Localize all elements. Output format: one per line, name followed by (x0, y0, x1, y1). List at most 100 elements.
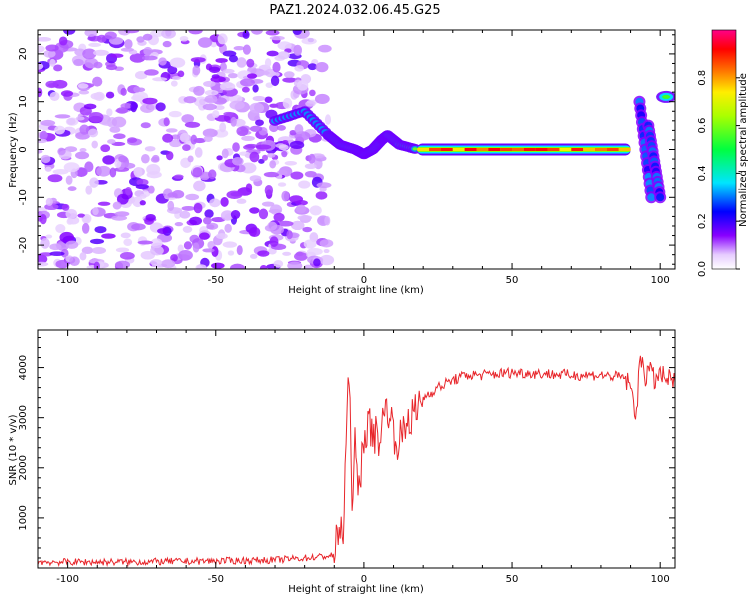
spectral-blob (151, 154, 160, 162)
spectral-blob (246, 58, 255, 68)
spectral-blob (145, 214, 156, 221)
spectral-blob (265, 30, 280, 36)
spectral-blob (233, 45, 245, 51)
spectral-blob (183, 241, 193, 250)
spectral-blob (296, 80, 309, 91)
snr-series-line (38, 355, 675, 568)
x-tick-label: -100 (56, 574, 79, 585)
spectral-blob (309, 89, 316, 97)
spectral-blob (211, 246, 219, 257)
spectral-blob (289, 140, 305, 150)
spectral-blob (259, 264, 268, 269)
spectral-blob (152, 77, 168, 82)
spectral-blob (88, 42, 101, 48)
spectral-blob (308, 153, 316, 164)
spectral-blob (38, 254, 48, 264)
spectral-blob (255, 144, 272, 150)
spectral-blob (136, 87, 146, 92)
colorbar: 0.0 0.2 0.4 0.6 0.8 Normalized spectral ampl… (697, 29, 749, 277)
spectral-blob (284, 160, 298, 166)
x-tick-label: 0 (361, 275, 367, 286)
spectral-blob (139, 200, 146, 206)
signal-core (417, 148, 430, 151)
spectral-blob (137, 240, 153, 245)
spectral-blob (131, 223, 146, 231)
spectral-blob (77, 83, 89, 89)
spectral-blob (79, 124, 90, 135)
spectral-blob (236, 245, 243, 256)
spectral-blob (277, 182, 287, 187)
spectral-blob (84, 30, 98, 37)
spectral-blob (219, 122, 227, 133)
spectral-blob (190, 134, 198, 145)
spectral-blob (58, 36, 68, 46)
spectral-blob (315, 191, 328, 200)
spectral-blob (267, 221, 278, 231)
spectral-blob (313, 258, 321, 267)
signal-core (512, 148, 524, 151)
spectral-blob (179, 132, 190, 143)
spectral-blob (269, 160, 277, 169)
signal-core (606, 148, 619, 151)
spectral-blob (120, 87, 127, 96)
spectral-blob (53, 64, 63, 72)
spectral-blob (236, 126, 249, 137)
spectral-blob (219, 82, 236, 91)
spectral-blob (192, 65, 201, 76)
spectral-blob (162, 133, 174, 143)
spectral-blob (91, 140, 98, 149)
spectral-blob (67, 186, 77, 191)
spectral-blob (107, 139, 116, 145)
signal-core (500, 148, 513, 151)
spectral-blob (266, 50, 279, 57)
spectral-blob (104, 31, 117, 40)
spectral-blob (89, 177, 99, 188)
spectral-blob (47, 174, 63, 183)
colorbar-tick-label: 0.8 (697, 70, 708, 86)
spectral-blob (240, 78, 256, 87)
spectral-blob (276, 125, 286, 131)
spectral-blob (214, 115, 231, 122)
spectral-blob (202, 128, 218, 138)
spectral-blob (273, 212, 285, 222)
spectral-blob (270, 75, 280, 87)
spectral-blob (93, 49, 109, 56)
x-tick-label: 50 (506, 275, 519, 286)
spectral-blob (63, 30, 76, 35)
signal-core (559, 148, 572, 151)
spectral-blob (96, 165, 111, 177)
spectral-blob (199, 171, 210, 181)
spectral-blob (309, 205, 322, 216)
spectral-blob (289, 129, 297, 136)
spectral-blob (189, 216, 203, 226)
spectral-blob (282, 140, 289, 145)
spectral-blob (217, 33, 228, 45)
y-tick-label: 10 (18, 95, 29, 108)
y-tick-label: -10 (18, 189, 29, 205)
x-tick-label: 100 (651, 275, 670, 286)
spectral-blob (177, 70, 185, 78)
spectral-blob (662, 94, 671, 99)
spectral-blob (120, 232, 131, 239)
spectral-blob (230, 263, 245, 269)
signal-core (571, 148, 584, 151)
colorbar-tick-label: 0.0 (697, 261, 708, 277)
spectral-blob (144, 146, 156, 152)
spectral-blob (45, 80, 58, 89)
spectral-blob (39, 130, 48, 141)
spectral-blob (52, 169, 69, 175)
spectral-blob (246, 73, 258, 79)
spectral-blob (124, 39, 133, 49)
spectral-blob (294, 124, 304, 135)
spectral-blob (84, 161, 94, 173)
spectral-blob (252, 84, 259, 93)
spectral-blob (79, 147, 87, 153)
spectral-blob (228, 54, 238, 63)
spectral-blob (101, 233, 116, 239)
spectral-blob (133, 166, 143, 178)
signal-core (547, 148, 560, 151)
spectral-blob (38, 149, 43, 154)
spectral-blob (249, 102, 265, 114)
spectrogram-x-axis-label: Height of straight line (km) (288, 285, 424, 296)
